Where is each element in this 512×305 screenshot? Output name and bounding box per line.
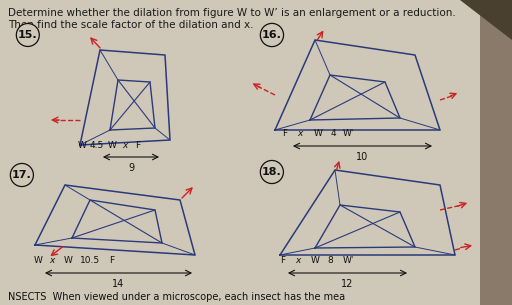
Text: x: x bbox=[297, 129, 303, 138]
Text: NSECTS  When viewed under a microscope, each insect has the mea: NSECTS When viewed under a microscope, e… bbox=[8, 292, 345, 302]
Text: 10.5: 10.5 bbox=[80, 256, 100, 265]
Text: W: W bbox=[63, 256, 72, 265]
Polygon shape bbox=[460, 0, 512, 40]
Text: 15.: 15. bbox=[18, 30, 37, 40]
Text: F: F bbox=[281, 256, 286, 265]
Text: W: W bbox=[313, 129, 323, 138]
Text: W: W bbox=[77, 141, 87, 150]
Polygon shape bbox=[480, 0, 512, 305]
Text: 8: 8 bbox=[327, 256, 333, 265]
Text: 4.5: 4.5 bbox=[90, 141, 104, 150]
Text: 14: 14 bbox=[112, 279, 124, 289]
Text: F: F bbox=[136, 141, 141, 150]
Text: 18.: 18. bbox=[262, 167, 282, 177]
Text: W': W' bbox=[343, 129, 354, 138]
Text: Then find the scale factor of the dilation and x.: Then find the scale factor of the dilati… bbox=[8, 20, 253, 30]
Text: W: W bbox=[108, 141, 116, 150]
Text: W: W bbox=[311, 256, 319, 265]
Text: 17.: 17. bbox=[12, 170, 32, 180]
Text: W: W bbox=[34, 256, 42, 265]
Text: W': W' bbox=[343, 256, 354, 265]
Text: F: F bbox=[110, 256, 115, 265]
Text: 12: 12 bbox=[341, 279, 353, 289]
Text: 16.: 16. bbox=[262, 30, 282, 40]
Text: 9: 9 bbox=[128, 163, 134, 173]
Text: 4: 4 bbox=[330, 129, 336, 138]
Text: F: F bbox=[283, 129, 288, 138]
Text: 10: 10 bbox=[356, 152, 368, 162]
Text: x: x bbox=[49, 256, 55, 265]
Text: x: x bbox=[295, 256, 301, 265]
Text: Determine whether the dilation from figure W to W’ is an enlargement or a reduct: Determine whether the dilation from figu… bbox=[8, 8, 456, 18]
Text: x: x bbox=[122, 141, 127, 150]
